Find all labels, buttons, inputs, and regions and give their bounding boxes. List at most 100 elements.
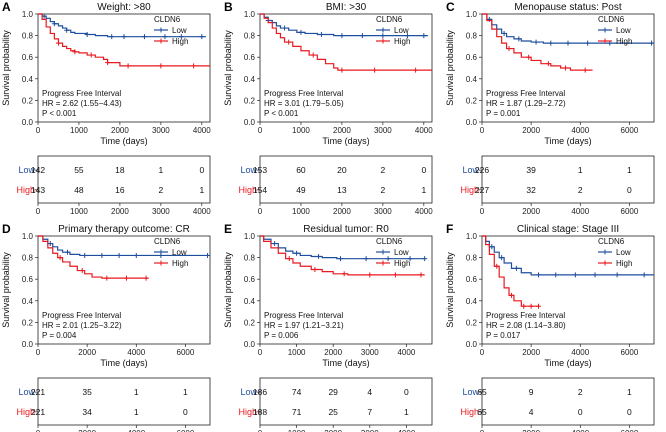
- y-tick-label: 0.8: [22, 32, 34, 41]
- risk-x-tick-label: 0: [36, 207, 41, 216]
- censor-mark-low: [536, 272, 542, 278]
- km-curve-high: [260, 235, 425, 276]
- legend-title: CLDN6: [154, 237, 181, 246]
- risk-row-label-high: High: [238, 185, 257, 195]
- y-tick-label: 0.2: [244, 96, 256, 105]
- censor-mark-low: [533, 39, 539, 45]
- x-tick-label: 0: [480, 348, 485, 357]
- censor-mark-low: [565, 40, 571, 46]
- y-tick-label: 0.6: [244, 275, 256, 284]
- risk-count-low: 1: [578, 165, 583, 175]
- risk-count-low: 55: [74, 165, 84, 175]
- x-axis-label: Time (days): [100, 136, 147, 146]
- stat-annotation-3: P = 0.006: [264, 331, 299, 340]
- risk-x-tick-label: 1000: [288, 429, 306, 432]
- y-tick-label: 1.0: [466, 10, 478, 19]
- risk-count-high: 1: [421, 185, 426, 195]
- legend-title: CLDN6: [154, 15, 181, 24]
- risk-row-label-high: High: [16, 185, 35, 195]
- x-tick-label: 3000: [152, 126, 170, 135]
- censor-mark-low: [380, 33, 386, 39]
- risk-x-tick-label: 6000: [177, 429, 195, 432]
- km-curve-high: [260, 13, 432, 71]
- stat-annotation-3: P < 0.001: [42, 109, 77, 118]
- x-tick-label: 1000: [70, 126, 88, 135]
- panel-title: Menopause status: Post: [514, 2, 622, 13]
- censor-mark-high: [286, 39, 292, 45]
- risk-x-tick-label: 1000: [292, 207, 310, 216]
- censor-mark-high: [312, 266, 318, 272]
- legend-label-low: Low: [616, 248, 631, 257]
- censor-mark-low: [363, 256, 369, 262]
- censor-mark-high: [55, 40, 61, 46]
- censor-mark-low: [385, 256, 391, 262]
- risk-count-low: 0: [421, 165, 426, 175]
- risk-x-tick-label: 3000: [374, 207, 392, 216]
- risk-count-high: 0: [627, 185, 632, 195]
- censor-mark-low: [404, 33, 410, 39]
- risk-x-tick-label: 4000: [127, 429, 145, 432]
- legend-title: CLDN6: [376, 15, 403, 24]
- censor-mark-low: [486, 16, 492, 22]
- x-tick-label: 4000: [571, 348, 589, 357]
- y-tick-label: 0.4: [244, 75, 256, 84]
- y-tick-label: 0.6: [22, 275, 34, 284]
- y-tick-label: 1.0: [244, 232, 256, 241]
- km-panel-f: F Clinical stage: Stage III 0.0 0.2 0.4 0.6 0.…: [445, 222, 655, 432]
- km-curve-high: [482, 235, 539, 307]
- censor-mark-high: [392, 272, 398, 278]
- y-axis-label: Survival probability: [1, 30, 11, 106]
- y-tick-label: 0.2: [466, 96, 478, 105]
- x-tick-label: 3000: [374, 126, 392, 135]
- stat-annotation-3: P = 0.017: [486, 331, 521, 340]
- y-tick-label: 0.2: [466, 318, 478, 327]
- risk-count-low: 60: [296, 165, 306, 175]
- censor-mark-high: [57, 255, 63, 261]
- panel-letter: A: [2, 0, 11, 14]
- km-curve-high: [482, 13, 593, 71]
- censor-mark-low: [422, 256, 428, 262]
- censor-mark-high: [582, 67, 588, 73]
- y-axis-label: Survival probability: [445, 252, 455, 328]
- risk-count-low: 221: [31, 387, 45, 397]
- censor-mark-high: [104, 275, 110, 281]
- risk-count-high: 221: [31, 407, 45, 417]
- censor-mark-low: [649, 40, 655, 46]
- x-axis-label: Time (days): [322, 358, 369, 368]
- risk-count-high: 188: [253, 407, 267, 417]
- km-curve-low: [38, 235, 210, 257]
- legend-label-low: Low: [394, 26, 409, 35]
- censor-mark-high: [191, 63, 197, 69]
- risk-count-high: 1: [134, 407, 139, 417]
- stat-annotation-2: HR = 3.01 (1.79−5.05): [264, 99, 344, 108]
- censor-mark-low: [318, 32, 324, 38]
- censor-mark-low: [516, 36, 522, 42]
- stat-annotation-3: P = 0.004: [42, 331, 77, 340]
- x-tick-label: 4000: [397, 348, 415, 357]
- censor-mark-high: [508, 292, 514, 298]
- risk-count-high: 0: [627, 407, 632, 417]
- x-axis-label: Time (days): [544, 358, 591, 368]
- censor-mark-high: [506, 46, 512, 52]
- censor-mark-low: [272, 241, 278, 247]
- x-tick-label: 4000: [127, 348, 145, 357]
- y-axis-label: Survival probability: [1, 252, 11, 328]
- x-tick-label: 2000: [324, 348, 342, 357]
- risk-count-high: 32: [526, 185, 536, 195]
- legend-label-low: Low: [172, 248, 187, 257]
- x-tick-label: 6000: [621, 126, 639, 135]
- censor-mark-high: [105, 60, 111, 66]
- censor-mark-high: [79, 268, 85, 274]
- panel-letter: B: [224, 0, 233, 14]
- censor-mark-high: [143, 275, 149, 281]
- plot-frame: [259, 235, 433, 345]
- legend-title: CLDN6: [598, 237, 625, 246]
- legend-title: CLDN6: [598, 15, 625, 24]
- x-tick-label: 6000: [621, 348, 639, 357]
- risk-count-low: 4: [367, 387, 372, 397]
- stat-annotation-1: Progress Free Interval: [42, 311, 121, 320]
- y-tick-label: 1.0: [22, 232, 34, 241]
- x-axis-label: Time (days): [322, 136, 369, 146]
- risk-count-high: 49: [296, 185, 306, 195]
